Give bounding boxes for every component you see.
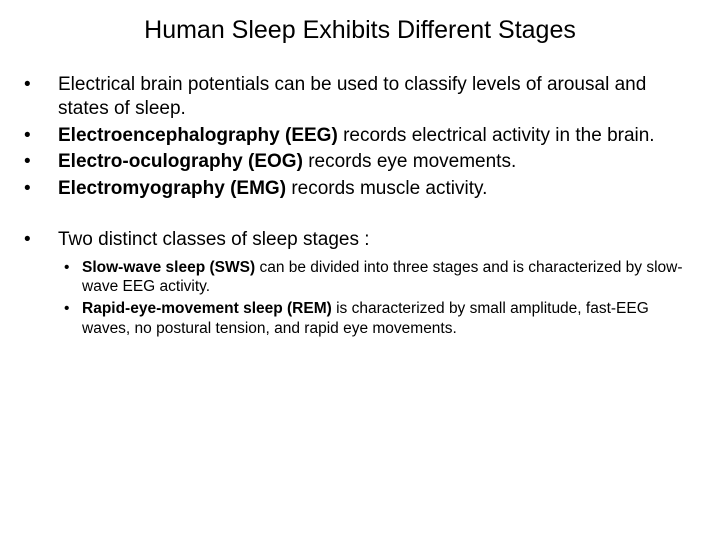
slide-title: Human Sleep Exhibits Different Stages — [60, 16, 660, 45]
bullet-marker: • — [20, 177, 58, 201]
main-bullet-list-2: • Two distinct classes of sleep stages :… — [20, 228, 700, 341]
sub-bullet-item: • Rapid-eye-movement sleep (REM) is char… — [58, 299, 700, 338]
bullet-marker: • — [20, 124, 58, 148]
bullet-content: Electrical brain potentials can be used … — [58, 73, 700, 121]
sub-bullet-marker: • — [58, 258, 82, 297]
bullet-content: Electromyography (EMG) records muscle ac… — [58, 177, 700, 201]
main-bullet-list: • Electrical brain potentials can be use… — [20, 73, 700, 201]
bullet-marker: • — [20, 73, 58, 121]
sub-bullet-content: Slow-wave sleep (SWS) can be divided int… — [82, 258, 700, 297]
bullet-content: Two distinct classes of sleep stages : •… — [58, 228, 700, 341]
bullet-content: Electroencephalography (EEG) records ele… — [58, 124, 700, 148]
sub-bullet-item: • Slow-wave sleep (SWS) can be divided i… — [58, 258, 700, 297]
bullet-item: • Electromyography (EMG) records muscle … — [20, 177, 700, 201]
bullet-item: • Electroencephalography (EEG) records e… — [20, 124, 700, 148]
bullet-item: • Electrical brain potentials can be use… — [20, 73, 700, 121]
sub-bullet-marker: • — [58, 299, 82, 338]
bullet-marker: • — [20, 150, 58, 174]
sub-bullet-list: • Slow-wave sleep (SWS) can be divided i… — [58, 258, 700, 339]
bullet-item: • Two distinct classes of sleep stages :… — [20, 228, 700, 341]
spacer — [20, 204, 700, 228]
bullet-marker: • — [20, 228, 58, 341]
bullet-item: • Electro-oculography (EOG) records eye … — [20, 150, 700, 174]
sub-bullet-content: Rapid-eye-movement sleep (REM) is charac… — [82, 299, 700, 338]
bullet-content: Electro-oculography (EOG) records eye mo… — [58, 150, 700, 174]
